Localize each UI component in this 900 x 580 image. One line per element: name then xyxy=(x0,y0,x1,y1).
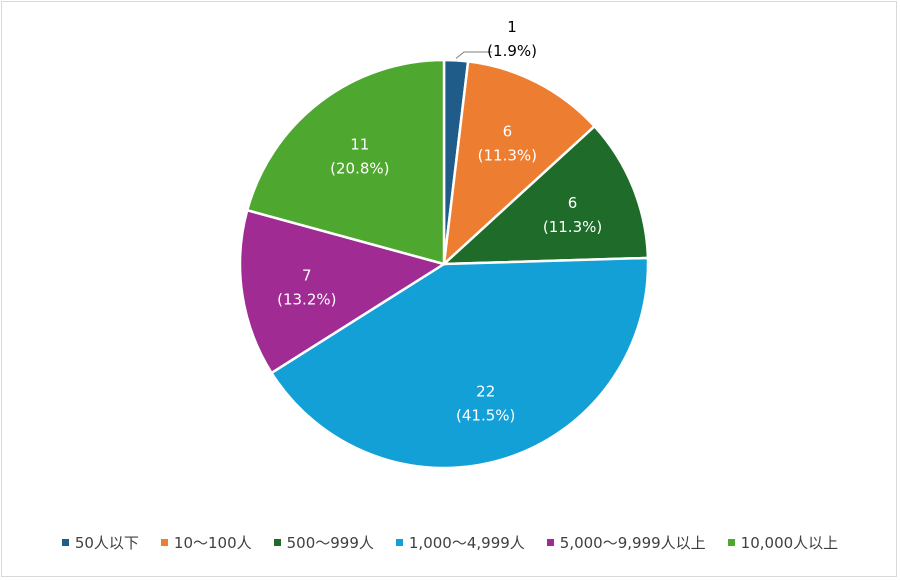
legend-swatch-5 xyxy=(727,539,735,546)
legend-label-0: 50人以下 xyxy=(74,534,139,552)
legend-label-5: 10,000人以上 xyxy=(740,534,839,552)
legend-item-2: 500〜999人 xyxy=(273,532,374,553)
legend-swatch-3 xyxy=(395,539,403,546)
data-label-percent-0: (1.9%) xyxy=(487,42,537,60)
legend-swatch-2 xyxy=(273,539,281,546)
pie-slice-5 xyxy=(245,58,446,266)
pie-chart: 1 (1.9%) 6 (11.3%) 6 (11.3%) 22 (41.5%) 7 (13.2%)… xyxy=(238,18,650,470)
legend-label-2: 500〜999人 xyxy=(286,534,374,552)
legend-label-1: 10〜100人 xyxy=(173,534,252,552)
pie-slice-3 xyxy=(269,256,650,470)
pie-slice-1 xyxy=(442,60,597,268)
leader-line-0 xyxy=(455,51,493,59)
data-label-percent-2: (11.3%) xyxy=(543,218,602,236)
legend-label-3: 1,000〜4,999人 xyxy=(408,534,525,552)
data-label-value-4: 7 xyxy=(302,266,312,284)
legend: 50人以下 10〜100人 500〜999人 1,000〜4,999人 5,000〜9,… xyxy=(0,532,900,553)
legend-swatch-4 xyxy=(546,539,554,546)
data-label-value-3: 22 xyxy=(476,383,495,401)
data-label-value-0: 1 xyxy=(507,18,517,36)
data-label-value-2: 6 xyxy=(568,194,578,212)
legend-swatch-0 xyxy=(61,539,69,546)
legend-item-1: 10〜100人 xyxy=(160,532,252,553)
legend-item-0: 50人以下 xyxy=(61,532,139,553)
data-label-percent-5: (20.8%) xyxy=(330,160,389,178)
data-label-percent-3: (41.5%) xyxy=(456,407,515,425)
legend-label-4: 5,000〜9,999人以上 xyxy=(559,534,706,552)
data-label-percent-1: (11.3%) xyxy=(478,147,537,165)
data-label-value-5: 11 xyxy=(350,136,369,154)
legend-item-5: 10,000人以上 xyxy=(727,532,839,553)
legend-swatch-1 xyxy=(160,539,168,546)
data-label-value-1: 6 xyxy=(503,123,513,141)
legend-item-3: 1,000〜4,999人 xyxy=(395,532,525,553)
pie-slice-2 xyxy=(440,124,650,266)
legend-item-4: 5,000〜9,999人以上 xyxy=(546,532,706,553)
data-label-percent-4: (13.2%) xyxy=(277,290,336,308)
